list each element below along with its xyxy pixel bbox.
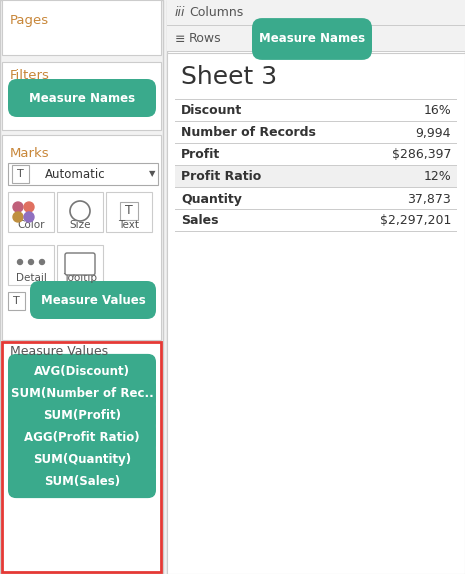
FancyBboxPatch shape [8,398,156,432]
Text: Measure Values: Measure Values [10,345,108,358]
FancyBboxPatch shape [8,464,156,498]
Text: Quantity: Quantity [181,192,242,205]
Text: SUM(Sales): SUM(Sales) [44,475,120,487]
Bar [175,143,457,144]
Circle shape [24,202,34,212]
Bar [175,121,457,122]
Bar [8,292,25,310]
Bar [57,245,103,285]
Circle shape [24,212,34,222]
Bar [2,135,161,340]
Circle shape [13,202,23,212]
Text: $2,297,201: $2,297,201 [379,215,451,227]
Text: Columns: Columns [189,6,243,20]
Text: Rows: Rows [189,33,222,45]
Text: Profit Ratio: Profit Ratio [181,170,261,184]
Text: Pages: Pages [10,14,49,27]
Text: Automatic: Automatic [45,168,105,180]
FancyBboxPatch shape [8,354,156,388]
Bar [8,163,158,185]
FancyBboxPatch shape [8,376,156,410]
Bar [175,187,457,188]
Bar [175,231,457,232]
Bar [175,166,457,188]
Text: T: T [13,296,20,306]
Text: Measure Names: Measure Names [29,91,135,104]
Text: Sheet 3: Sheet 3 [181,65,277,89]
Bar [8,192,54,232]
Bar [2,342,161,572]
Text: 16%: 16% [423,104,451,118]
Bar [12,165,29,183]
Bar [2,62,161,130]
Text: Tooltip: Tooltip [63,273,97,283]
Text: Measure Values: Measure Values [40,293,146,307]
Bar [167,25,465,26]
Text: Filters: Filters [10,69,50,82]
Text: T: T [125,204,133,218]
Text: SUM(Profit): SUM(Profit) [43,409,121,421]
Bar [167,0,465,574]
Circle shape [28,259,33,265]
Text: Profit: Profit [181,149,220,161]
Bar [167,53,465,574]
Bar [175,209,457,210]
Circle shape [18,259,22,265]
Text: Measure Names: Measure Names [259,33,365,45]
Bar [106,192,152,232]
Text: T: T [17,169,24,179]
Text: Detail: Detail [15,273,46,283]
Text: iii: iii [175,6,186,20]
Text: AGG(Profit Ratio): AGG(Profit Ratio) [24,430,140,444]
Bar [167,51,465,52]
Text: 9,994: 9,994 [416,126,451,139]
Bar [2,0,161,55]
Text: Sales: Sales [181,215,219,227]
FancyBboxPatch shape [8,79,156,117]
Circle shape [40,259,45,265]
FancyBboxPatch shape [65,253,95,275]
Text: Marks: Marks [10,147,50,160]
Text: 37,873: 37,873 [407,192,451,205]
Bar [8,245,54,285]
Text: 12%: 12% [423,170,451,184]
Bar [57,192,103,232]
Text: $286,397: $286,397 [392,149,451,161]
Text: SUM(Number of Rec..: SUM(Number of Rec.. [11,386,153,400]
Bar [167,0,465,52]
Text: Number of Records: Number of Records [181,126,316,139]
Text: ▼: ▼ [149,169,155,179]
Bar [0,0,163,574]
Bar [120,202,138,220]
Bar [175,99,457,100]
Text: Size: Size [69,220,91,230]
FancyBboxPatch shape [30,281,156,319]
FancyBboxPatch shape [252,18,372,60]
FancyBboxPatch shape [8,420,156,454]
Text: Discount: Discount [181,104,242,118]
Text: Color: Color [17,220,45,230]
Text: AVG(Discount): AVG(Discount) [34,364,130,378]
Bar [175,165,457,166]
FancyBboxPatch shape [8,442,156,476]
Circle shape [13,212,23,222]
Text: Text: Text [119,220,140,230]
Text: ≡: ≡ [175,33,186,45]
Text: SUM(Quantity): SUM(Quantity) [33,452,131,466]
